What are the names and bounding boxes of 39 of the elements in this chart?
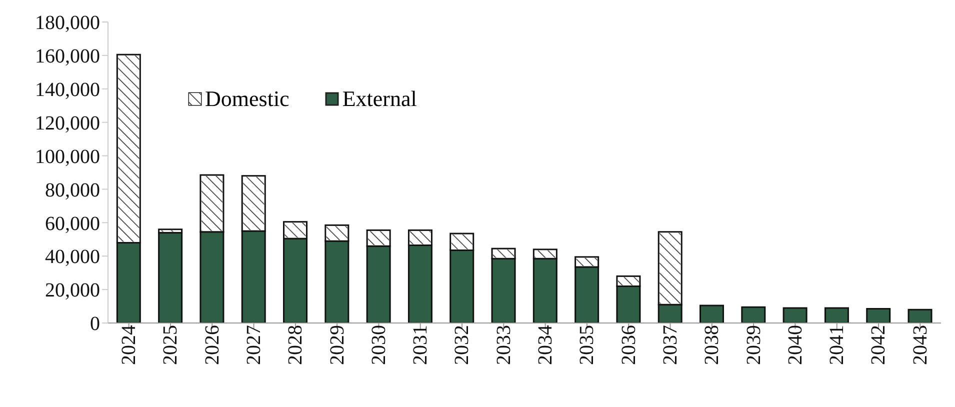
x-tick-label: 2026 bbox=[201, 325, 224, 365]
y-tick-label: 60,000 bbox=[45, 212, 100, 235]
x-tick-label: 2040 bbox=[784, 325, 806, 365]
text: Domestic bbox=[205, 86, 290, 112]
x-tick-label: 2042 bbox=[868, 325, 890, 365]
x-tick-label: 2033 bbox=[492, 325, 515, 365]
bar bbox=[700, 304, 724, 323]
y-tick-label: 0 bbox=[90, 313, 100, 336]
y-tick-label: 140,000 bbox=[35, 78, 100, 101]
bar bbox=[908, 308, 932, 323]
y-tick-label: 80,000 bbox=[45, 179, 100, 202]
bar bbox=[158, 232, 183, 323]
x-tick-label: 2043 bbox=[909, 325, 932, 365]
x-tick-label: 2028 bbox=[284, 325, 307, 365]
x-tick-label: 2031 bbox=[410, 325, 432, 365]
y-tick-label: 20,000 bbox=[45, 280, 100, 302]
x-tick-label: 2024 bbox=[118, 325, 140, 365]
bar bbox=[782, 307, 808, 323]
x-tick-label: 2025 bbox=[160, 325, 182, 365]
x-tick-label: 2038 bbox=[701, 325, 724, 365]
bar bbox=[824, 307, 849, 323]
x-tick-label: 2032 bbox=[451, 325, 474, 365]
y-tick-label: 100,000 bbox=[35, 146, 100, 168]
y-tick-label: 180,000 bbox=[35, 12, 100, 34]
y-tick-label: 120,000 bbox=[35, 112, 100, 134]
x-tick-label: 2030 bbox=[368, 325, 390, 365]
x-tick-label: 2035 bbox=[576, 325, 598, 365]
x-tick-label: 2041 bbox=[826, 325, 848, 365]
y-tick-label: 160,000 bbox=[35, 46, 100, 68]
x-tick-label: 2029 bbox=[326, 325, 348, 365]
x-tick-label: 2027 bbox=[242, 325, 265, 365]
y-tick-label: 40,000 bbox=[45, 246, 100, 268]
x-tick-label: 2034 bbox=[534, 325, 557, 365]
x-tick-label: 2037 bbox=[659, 325, 682, 365]
bar bbox=[741, 306, 766, 323]
x-tick-label: 2036 bbox=[618, 325, 640, 365]
bar bbox=[866, 308, 891, 323]
x-tick-label: 2039 bbox=[742, 325, 765, 365]
legend-label: External bbox=[342, 86, 417, 112]
